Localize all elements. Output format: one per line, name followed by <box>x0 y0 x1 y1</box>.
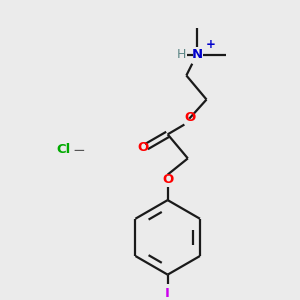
Text: Cl: Cl <box>57 142 71 156</box>
Text: O: O <box>162 173 173 186</box>
Text: N: N <box>192 48 203 62</box>
Text: O: O <box>184 111 196 124</box>
Text: H: H <box>177 48 186 62</box>
Text: −: − <box>72 142 85 158</box>
Text: I: I <box>165 287 170 300</box>
Text: O: O <box>137 141 149 154</box>
Text: +: + <box>206 38 216 51</box>
